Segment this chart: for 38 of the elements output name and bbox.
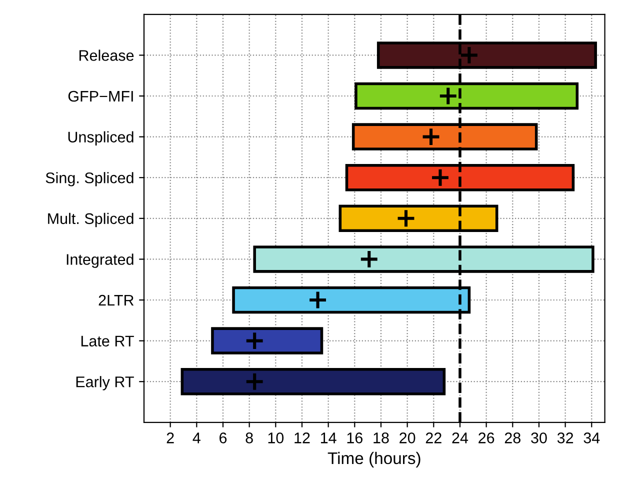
x-tick-label: 8	[246, 432, 253, 444]
y-tick-label: Release	[79, 50, 134, 61]
x-tick-label: 22	[426, 432, 442, 444]
point	[244, 331, 264, 351]
point	[359, 249, 379, 269]
y-tick-label: 2LTR	[98, 294, 134, 306]
x-tick-label: 26	[478, 432, 494, 444]
bar	[180, 368, 446, 396]
point	[459, 45, 479, 65]
point	[396, 208, 416, 228]
x-tick-label: 24	[452, 432, 468, 444]
x-tick-label: 30	[531, 432, 547, 444]
y-tick-label: Sing. Spliced	[46, 172, 134, 186]
x-tick-label: 2	[166, 432, 174, 444]
x-tick-label: 34	[584, 432, 600, 444]
y-tick-label: GFP−MFI	[68, 90, 133, 102]
x-tick-label: 6	[220, 432, 227, 444]
point	[308, 290, 328, 310]
x-tick-label: 12	[294, 432, 310, 444]
y-tick-label: Late RT	[81, 336, 134, 346]
x-tick-label: 20	[400, 432, 416, 444]
point	[438, 86, 458, 106]
point	[244, 372, 264, 392]
x-tick-label: 4	[192, 432, 200, 444]
y-tick-label: Unspliced	[68, 131, 134, 146]
x-tick-label: 14	[320, 432, 336, 444]
x-tick-label: 18	[374, 432, 389, 444]
x-tick-label: 32	[557, 432, 574, 444]
y-tick-label: Mult. Spliced	[48, 212, 134, 228]
x-tick-label: 16	[347, 432, 362, 444]
point	[421, 127, 441, 147]
x-tick-label: 10	[268, 432, 284, 444]
point	[430, 168, 450, 188]
y-tick-label: Integrated	[66, 254, 134, 268]
y-tick-label: Early RT	[76, 376, 134, 390]
x-axis-title: Time (hours)	[328, 452, 420, 468]
x-tick-label: 28	[504, 432, 520, 444]
bar	[211, 327, 324, 354]
